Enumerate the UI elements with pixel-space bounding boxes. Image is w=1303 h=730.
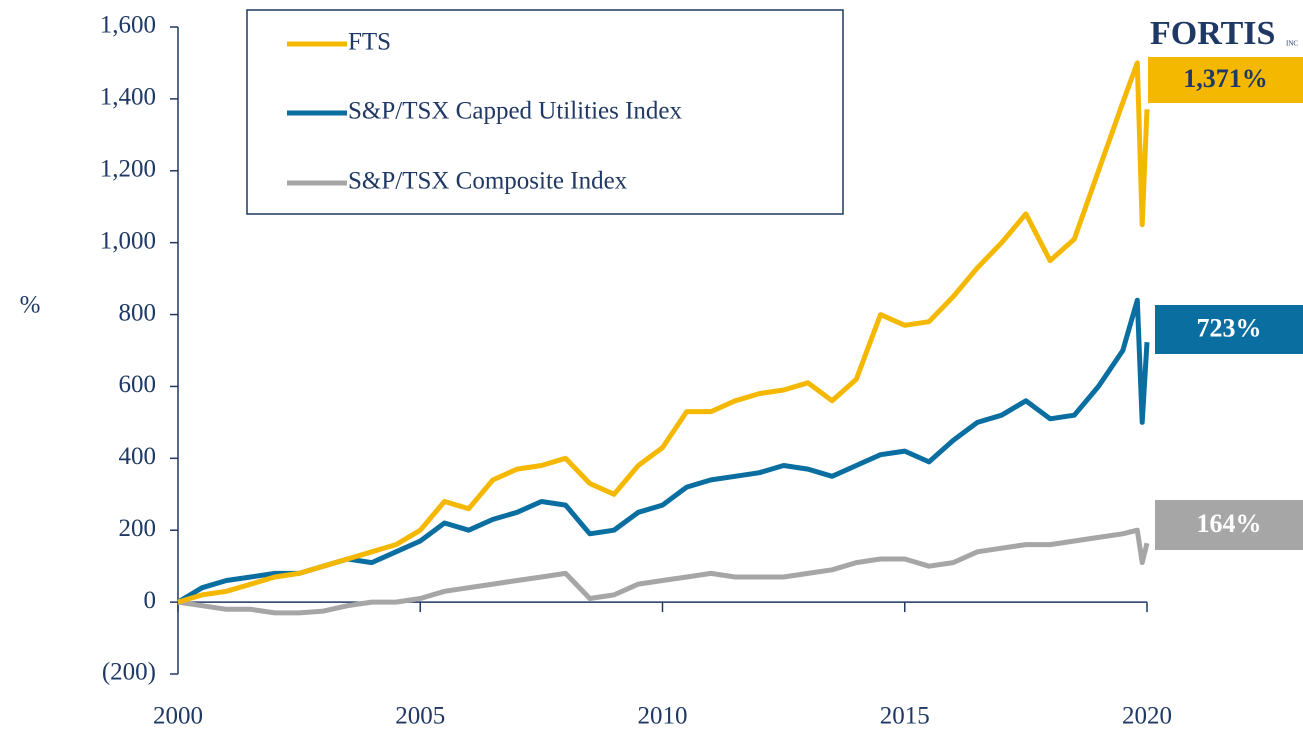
y-tick-label: (200): [102, 659, 156, 686]
end-label-box: [1155, 500, 1303, 550]
end-label: 164%: [1197, 509, 1262, 538]
legend-label: S&P/TSX Composite Index: [348, 168, 628, 195]
x-tick-label: 2015: [880, 703, 930, 730]
end-label-box: [1155, 305, 1303, 354]
x-tick-label: 2005: [395, 703, 445, 730]
end-label-box: [1148, 57, 1303, 103]
y-tick-label: 1,600: [100, 12, 156, 39]
y-tick-label: 1,000: [100, 227, 156, 254]
series-line: [176, 297, 1150, 605]
y-tick-label: 1,400: [100, 84, 156, 111]
y-tick-label: 1,200: [100, 156, 156, 183]
y-tick-label: 200: [119, 515, 157, 542]
y-tick-label: 400: [119, 443, 157, 470]
x-tick-label: 2010: [638, 703, 688, 730]
logo: FORTIS: [1150, 15, 1275, 52]
logo-suffix: INC: [1286, 40, 1298, 48]
y-tick-label: 600: [119, 371, 157, 398]
legend-label: FTS: [348, 29, 391, 56]
x-tick-label: 2000: [153, 703, 203, 730]
end-label: 723%: [1197, 313, 1262, 342]
series-line: [177, 60, 1150, 605]
legend-label: S&P/TSX Capped Utilities Index: [348, 98, 683, 125]
y-tick-label: 0: [144, 587, 157, 614]
y-axis-label: %: [20, 292, 41, 319]
y-tick-label: 800: [119, 299, 157, 326]
series-line: [177, 527, 1150, 616]
end-label: 1,371%: [1183, 64, 1268, 93]
x-tick-label: 2020: [1122, 703, 1172, 730]
